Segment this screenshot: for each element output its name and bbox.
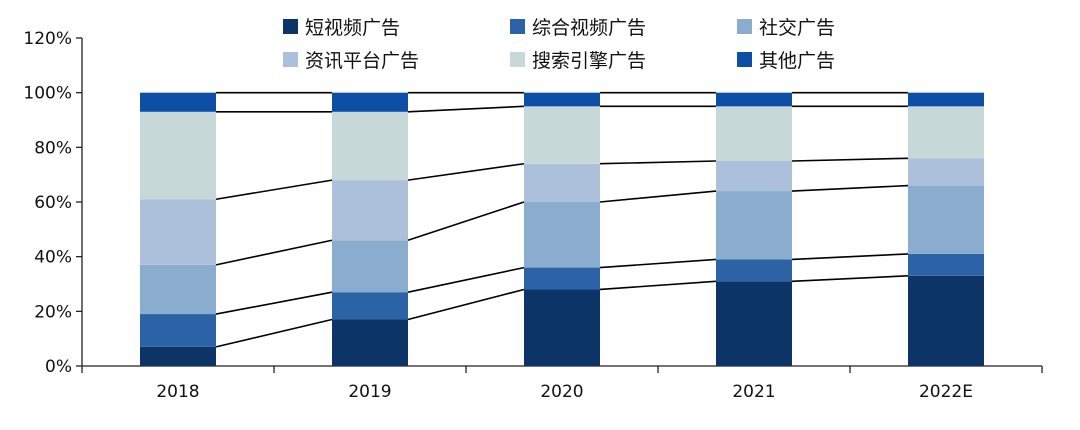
x-tick-label: 2022E <box>919 382 973 402</box>
legend-swatch <box>737 52 752 67</box>
legend-swatch <box>283 52 298 67</box>
connector-line <box>791 184 909 192</box>
legend-swatch <box>737 19 752 34</box>
bar-segment <box>332 319 408 366</box>
bar-segment <box>140 92 216 112</box>
connector-lines <box>215 91 909 348</box>
bar-segment <box>524 202 600 268</box>
bar-segment <box>524 267 600 290</box>
bar-segment <box>332 240 408 293</box>
bar-segment <box>524 289 600 366</box>
bar-segment <box>908 158 984 186</box>
legend-swatch <box>283 19 298 34</box>
x-axis: 2018 2019 2020 2021 2022E <box>81 365 1043 402</box>
connector-line <box>791 253 909 261</box>
y-tick-label: 120% <box>23 29 72 49</box>
legend-label: 社交广告 <box>759 17 835 39</box>
legend-label: 其他广告 <box>759 50 835 72</box>
legend-label: 资讯平台广告 <box>305 50 419 72</box>
legend-label: 搜索引擎广告 <box>532 50 646 72</box>
bar-segment <box>908 253 984 276</box>
x-tick-label: 2020 <box>540 382 583 402</box>
x-tick-label: 2018 <box>156 382 199 402</box>
connector-line <box>407 288 525 321</box>
bar-segment <box>908 275 984 366</box>
bars <box>140 92 984 366</box>
x-tick-label: 2019 <box>348 382 391 402</box>
bar-segment <box>140 346 216 366</box>
bar-segment <box>908 92 984 107</box>
bar-segment <box>716 161 792 192</box>
connector-line <box>599 258 717 269</box>
bar-segment <box>140 264 216 315</box>
bar-segment <box>140 199 216 265</box>
bar-segment <box>908 185 984 254</box>
bar-segment <box>524 106 600 164</box>
connector-line <box>215 239 333 266</box>
legend-swatch <box>510 19 525 34</box>
y-tick-label: 0% <box>45 357 72 377</box>
bar-segment <box>524 92 600 107</box>
connector-line <box>791 275 909 283</box>
bar-segment <box>332 92 408 112</box>
legend-label: 短视频广告 <box>305 17 400 39</box>
connector-line <box>599 160 717 165</box>
connector-line <box>407 105 525 113</box>
bar-segment <box>332 292 408 320</box>
connector-line <box>599 280 717 291</box>
connector-line <box>215 291 333 315</box>
connector-line <box>407 162 525 181</box>
x-tick-label: 2021 <box>732 382 775 402</box>
y-tick-label: 40% <box>34 248 72 268</box>
legend-swatch <box>510 52 525 67</box>
bar-segment <box>716 281 792 366</box>
connector-line <box>407 201 525 242</box>
connector-line <box>215 179 333 201</box>
connector-line <box>215 318 333 348</box>
bar-segment <box>716 191 792 260</box>
y-tick-label: 100% <box>23 84 72 104</box>
bar-segment <box>716 92 792 107</box>
bar-segment <box>716 106 792 161</box>
y-axis: 0% 20% 40% 60% 80% 100% 120% <box>23 29 83 377</box>
y-tick-label: 20% <box>34 302 72 322</box>
connector-line <box>791 157 909 162</box>
bar-segment <box>140 314 216 347</box>
connector-line <box>407 266 525 293</box>
connector-line <box>599 190 717 203</box>
y-tick-label: 60% <box>34 193 72 213</box>
bar-segment <box>332 180 408 241</box>
bar-segment <box>716 259 792 282</box>
bar-segment <box>908 106 984 159</box>
legend-label: 综合视频广告 <box>532 17 646 39</box>
y-tick-label: 80% <box>34 138 72 158</box>
bar-segment <box>140 111 216 200</box>
bar-segment <box>332 111 408 181</box>
bar-segment <box>524 163 600 202</box>
